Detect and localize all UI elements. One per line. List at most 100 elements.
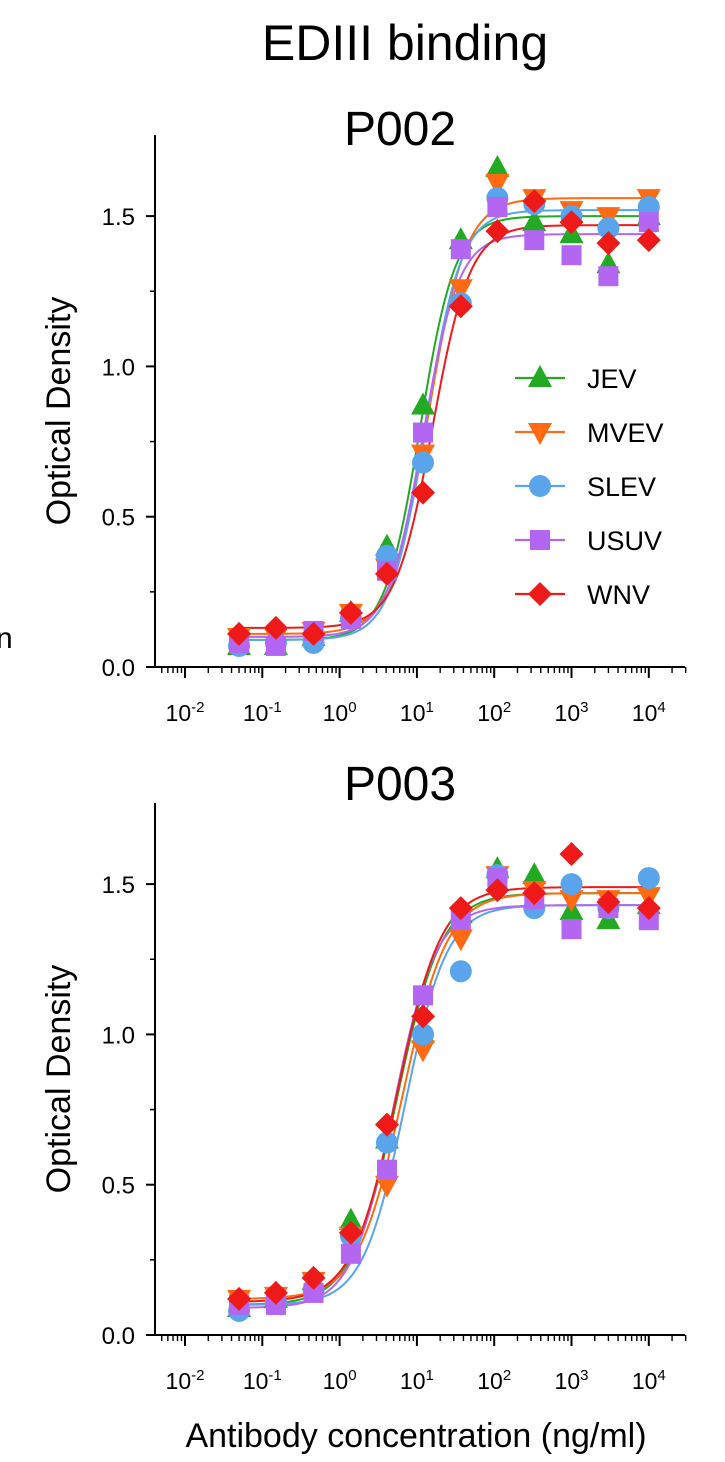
x-tick-label: 10-1: [243, 699, 282, 726]
legend: JEV MVEV SLEV USUV WNV: [515, 364, 664, 610]
data-point-wnv: [522, 189, 547, 214]
fit-curve-mvev: [239, 197, 649, 635]
data-point-wnv: [448, 896, 473, 921]
data-point-wnv: [559, 842, 584, 867]
data-point-usuv: [638, 212, 659, 233]
data-point-wnv: [411, 480, 436, 505]
x-tick-label: 103: [555, 1367, 589, 1394]
data-point-wnv: [485, 219, 510, 244]
chart-panel-p003: P003 0.0 0.5 1.0 1.5 Optical Density 10-2 10-1 1…: [40, 758, 687, 1394]
data-point-usuv: [376, 1159, 397, 1180]
data-point-usuv: [487, 868, 508, 889]
data-point-usuv: [598, 266, 619, 287]
data-point-wnv: [596, 890, 621, 915]
chart-title: P002: [344, 103, 456, 156]
data-point-slev: [449, 960, 472, 983]
x-tick-label: 102: [477, 699, 511, 726]
legend-label-slev: SLEV: [587, 472, 656, 502]
chart-title: P003: [344, 758, 456, 811]
legend-label-usuv: USUV: [587, 526, 662, 556]
fit-curve-mvev: [239, 892, 649, 1300]
x-tick-label: 104: [632, 699, 666, 726]
fit-curve-slev: [239, 904, 649, 1306]
x-tick-label: 103: [555, 699, 589, 726]
figure-title: EDIII binding: [262, 15, 548, 71]
y-tick-label: 0.5: [102, 1173, 135, 1200]
data-point-usuv: [265, 635, 286, 656]
legend-marker-jev: [528, 365, 552, 387]
data-point-usuv: [265, 1294, 286, 1315]
x-tick-label: 10-2: [166, 1367, 205, 1394]
x-axis-label: Antibody concentration (ng/ml): [185, 1417, 646, 1455]
fit-curve-usuv: [239, 904, 649, 1309]
data-point-wnv: [227, 1286, 252, 1311]
data-point-wnv: [485, 878, 510, 903]
data-point-mvev: [448, 279, 473, 302]
x-tick-label: 101: [400, 1367, 434, 1394]
fit-curve-jev: [239, 892, 649, 1306]
y-tick-label: 1.0: [102, 354, 135, 381]
edge-fragment-text: n: [0, 622, 13, 655]
data-point-jev: [485, 155, 510, 178]
data-point-usuv: [413, 985, 434, 1006]
data-point-wnv: [338, 600, 363, 625]
data-point-slev: [597, 217, 620, 240]
data-point-slev: [560, 873, 583, 896]
data-point-mvev: [448, 929, 473, 952]
data-point-usuv: [303, 1282, 324, 1303]
data-point-wnv: [338, 1220, 363, 1245]
data-point-wnv: [559, 210, 584, 235]
data-point-wnv: [374, 561, 399, 586]
data-point-usuv: [450, 239, 471, 260]
data-point-usuv: [340, 1243, 361, 1264]
legend-marker-usuv: [530, 530, 550, 550]
y-tick-label: 0.0: [102, 655, 135, 682]
data-point-mvev: [374, 1175, 399, 1198]
data-point-jev: [522, 862, 547, 885]
y-tick-label: 0.0: [102, 1323, 135, 1350]
legend-marker-slev: [529, 475, 551, 497]
data-point-mvev: [411, 1040, 436, 1063]
data-point-usuv: [561, 245, 582, 266]
chart-panel-p002: P002 0.0 0.5 1.0 1.5 Optical Density 10-2 10-1 1…: [40, 103, 687, 726]
y-axis-label: Optical Density: [40, 297, 78, 526]
data-point-slev: [412, 451, 435, 474]
data-point-slev: [637, 867, 660, 890]
data-point-slev: [375, 1131, 398, 1154]
data-point-jev: [411, 392, 436, 415]
legend-marker-wnv: [528, 582, 552, 606]
data-point-usuv: [561, 919, 582, 940]
x-tick-label: 101: [400, 699, 434, 726]
data-point-usuv: [413, 422, 434, 443]
y-axis-label: Optical Density: [40, 965, 78, 1194]
legend-label-mvev: MVEV: [587, 418, 664, 448]
y-tick-label: 1.5: [102, 872, 135, 899]
data-point-wnv: [263, 615, 288, 640]
data-point-wnv: [301, 621, 326, 646]
y-tick-label: 0.5: [102, 505, 135, 532]
data-point-usuv: [524, 230, 545, 251]
x-tick-label: 10-2: [166, 699, 205, 726]
data-point-jev: [338, 1207, 363, 1230]
x-tick-label: 104: [632, 1367, 666, 1394]
data-point-wnv: [596, 231, 621, 256]
legend-marker-mvev: [528, 423, 552, 445]
data-point-wnv: [522, 881, 547, 906]
data-point-usuv: [487, 197, 508, 218]
y-tick-label: 1.0: [102, 1022, 135, 1049]
data-point-wnv: [411, 1004, 436, 1029]
data-point-usuv: [638, 910, 659, 931]
data-point-jev: [522, 209, 547, 232]
data-point-slev: [412, 1023, 435, 1046]
data-point-mvev: [559, 890, 584, 913]
legend-label-jev: JEV: [587, 364, 637, 394]
x-tick-label: 102: [477, 1367, 511, 1394]
data-point-mvev: [485, 174, 510, 197]
data-point-wnv: [448, 294, 473, 319]
x-tick-label: 100: [323, 699, 357, 726]
data-point-wnv: [636, 228, 661, 253]
data-point-wnv: [636, 896, 661, 921]
data-point-wnv: [227, 621, 252, 646]
data-point-usuv: [450, 910, 471, 931]
